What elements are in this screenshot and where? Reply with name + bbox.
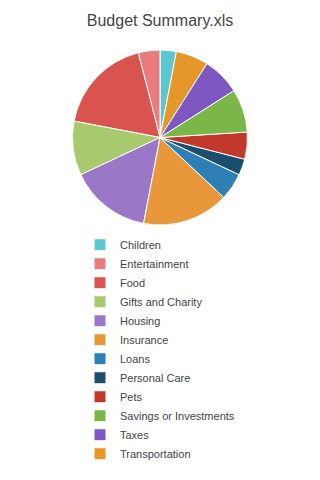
svg-text:Transportation: Transportation — [120, 448, 191, 460]
svg-text:Housing: Housing — [120, 315, 160, 327]
svg-text:Budget Summary.xls: Budget Summary.xls — [87, 12, 233, 29]
svg-text:Entertainment: Entertainment — [120, 258, 188, 270]
svg-text:Pets: Pets — [120, 391, 143, 403]
svg-text:Savings or Investments: Savings or Investments — [120, 410, 235, 422]
svg-text:Loans: Loans — [120, 353, 150, 365]
svg-text:Insurance: Insurance — [120, 334, 168, 346]
svg-text:Gifts and Charity: Gifts and Charity — [120, 296, 202, 308]
svg-text:Personal Care: Personal Care — [120, 372, 190, 384]
svg-text:Children: Children — [120, 239, 161, 251]
svg-text:Food: Food — [120, 277, 145, 289]
svg-text:Taxes: Taxes — [120, 429, 149, 441]
